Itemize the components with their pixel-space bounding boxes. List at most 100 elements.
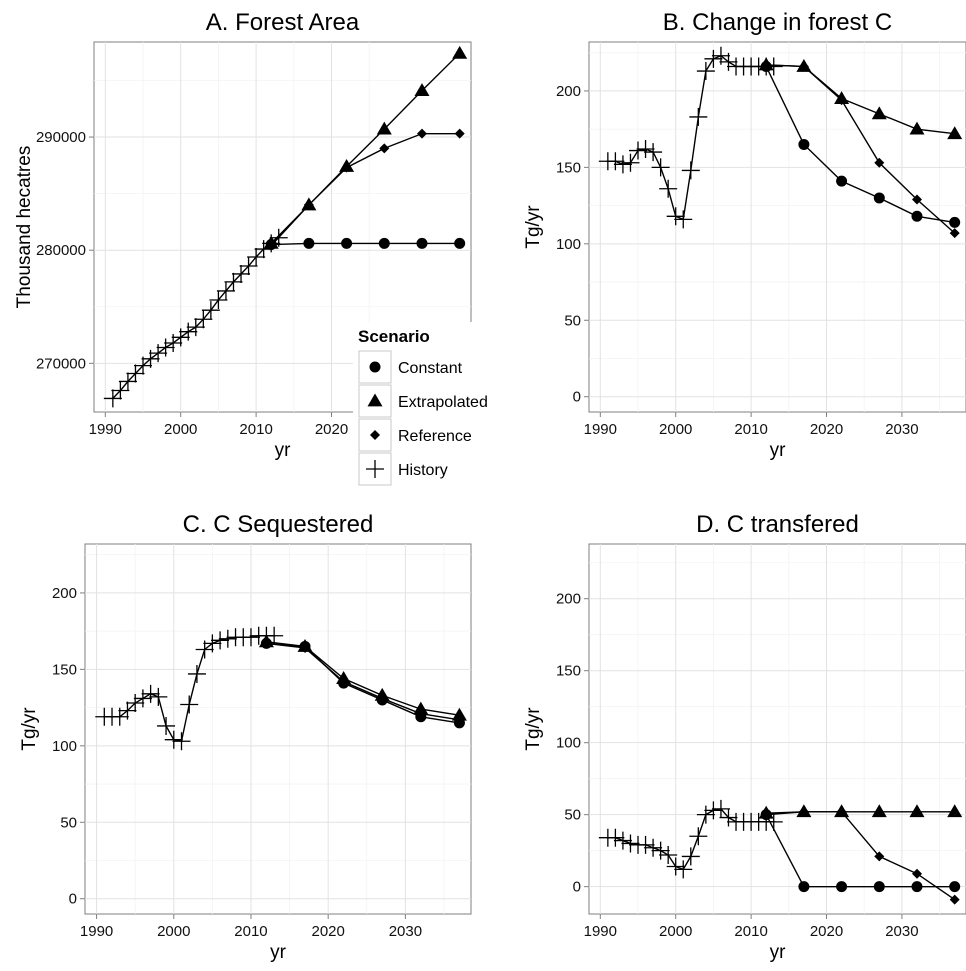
- data-point-history: [689, 107, 708, 126]
- y-tick-label: 280000: [36, 242, 86, 259]
- data-point-extrapolated: [947, 126, 963, 140]
- data-point-reference: [836, 95, 847, 106]
- data-point-reference: [338, 676, 349, 687]
- panel-title: B. Change in forest C: [663, 9, 892, 36]
- data-point-constant: [911, 881, 923, 893]
- legend: Scenario Constant Extrapolated Reference His…: [353, 322, 528, 492]
- data-point-history: [179, 322, 198, 341]
- data-point-extrapolated: [414, 83, 430, 97]
- data-point-extrapolated: [451, 707, 467, 721]
- y-tick-label: 100: [52, 738, 77, 755]
- series-line-reference: [766, 811, 956, 901]
- x-tick-label: 1990: [584, 421, 617, 438]
- data-point-history: [613, 155, 632, 174]
- series-group: [598, 799, 963, 905]
- series-line-reference: [270, 132, 460, 247]
- data-point-reference: [798, 61, 809, 72]
- data-point-constant: [303, 237, 315, 249]
- x-tick-label: 1990: [80, 923, 113, 940]
- series-group: [598, 46, 963, 239]
- x-tick-label: 2030: [389, 923, 422, 940]
- y-axis-label: Tg/yr: [19, 707, 40, 751]
- data-point-history: [265, 626, 284, 645]
- data-point-history: [118, 372, 137, 391]
- data-point-history: [644, 143, 663, 162]
- data-point-history: [149, 687, 168, 706]
- x-tick-label: 1990: [89, 421, 122, 438]
- plot-panel: [84, 543, 472, 915]
- data-point-history: [689, 827, 708, 846]
- data-point-constant: [798, 138, 810, 150]
- legend-title: Scenario: [358, 327, 430, 346]
- panel-3: 1990 2000 2010 2020 2030 0 50 100 150 200 D. C tra…: [523, 511, 966, 963]
- data-point-extrapolated: [909, 804, 925, 818]
- x-tick-label: 2000: [164, 421, 197, 438]
- data-point-constant: [378, 237, 390, 249]
- data-point-history: [613, 831, 632, 850]
- plot-panel: [588, 41, 966, 413]
- y-tick-label: 50: [564, 807, 581, 824]
- x-axis-label: yr: [275, 440, 292, 461]
- data-point-history: [674, 210, 693, 229]
- data-point-reference: [303, 199, 314, 210]
- x-tick-label: 2020: [810, 923, 843, 940]
- series-group: [103, 45, 468, 408]
- x-tick-label: 2010: [239, 421, 272, 438]
- data-point-reference: [454, 128, 465, 139]
- data-point-history: [187, 664, 206, 683]
- data-point-history: [606, 152, 625, 171]
- data-point-history: [636, 835, 655, 854]
- x-tick-label: 2010: [734, 421, 767, 438]
- y-tick-label: 290000: [36, 129, 86, 146]
- x-tick-label: 2000: [659, 421, 692, 438]
- data-point-reference: [761, 809, 772, 820]
- plot-panel: [588, 543, 966, 915]
- data-point-history: [186, 318, 205, 337]
- data-point-history: [141, 684, 160, 703]
- panel-1: 1990 2000 2010 2020 2030 0 50 100 150 200 B. Chang…: [523, 9, 966, 461]
- y-tick-label: 0: [69, 891, 77, 908]
- data-point-history: [704, 801, 723, 820]
- data-point-history: [636, 140, 655, 159]
- data-point-history: [224, 272, 243, 291]
- series-line-extrapolated: [266, 641, 460, 716]
- data-point-reference: [454, 714, 465, 725]
- data-point-reference: [949, 894, 960, 905]
- data-point-constant: [949, 216, 961, 228]
- data-point-history: [232, 264, 251, 283]
- x-tick-label: 2030: [885, 421, 918, 438]
- series-line-constant: [271, 242, 460, 246]
- panel-2: 1990 2000 2010 2020 2030 0 50 100 150 200 C. C Seq…: [19, 511, 472, 963]
- data-point-history: [681, 847, 700, 866]
- data-point-extrapolated: [376, 121, 392, 135]
- data-point-reference: [261, 638, 272, 649]
- y-tick-label: 200: [556, 591, 581, 608]
- legend-symbol-extrapolated: [367, 393, 383, 407]
- data-point-reference: [761, 59, 772, 70]
- data-point-history: [621, 834, 640, 853]
- x-tick-label: 2010: [734, 923, 767, 940]
- y-tick-label: 200: [556, 83, 581, 100]
- y-axis-label: Tg/yr: [523, 707, 544, 751]
- data-point-reference: [836, 806, 847, 817]
- y-tick-label: 200: [52, 585, 77, 602]
- data-point-history: [126, 694, 145, 713]
- data-point-constant: [949, 881, 961, 893]
- data-point-history: [719, 52, 738, 71]
- data-point-history: [134, 356, 153, 375]
- x-tick-label: 2010: [234, 923, 267, 940]
- data-point-reference: [341, 162, 352, 173]
- data-point-extrapolated: [909, 121, 925, 135]
- data-point-history: [126, 364, 145, 383]
- data-point-history: [209, 290, 228, 309]
- data-point-reference: [377, 693, 388, 704]
- data-point-history: [241, 628, 260, 647]
- data-point-reference: [416, 128, 427, 139]
- data-point-reference: [874, 157, 885, 168]
- series-line-constant: [765, 66, 955, 224]
- y-axis-label: Thousand hecatres: [14, 146, 35, 309]
- data-point-history: [681, 161, 700, 180]
- data-point-history: [118, 701, 137, 720]
- panel-title: C. C Sequestered: [183, 511, 374, 538]
